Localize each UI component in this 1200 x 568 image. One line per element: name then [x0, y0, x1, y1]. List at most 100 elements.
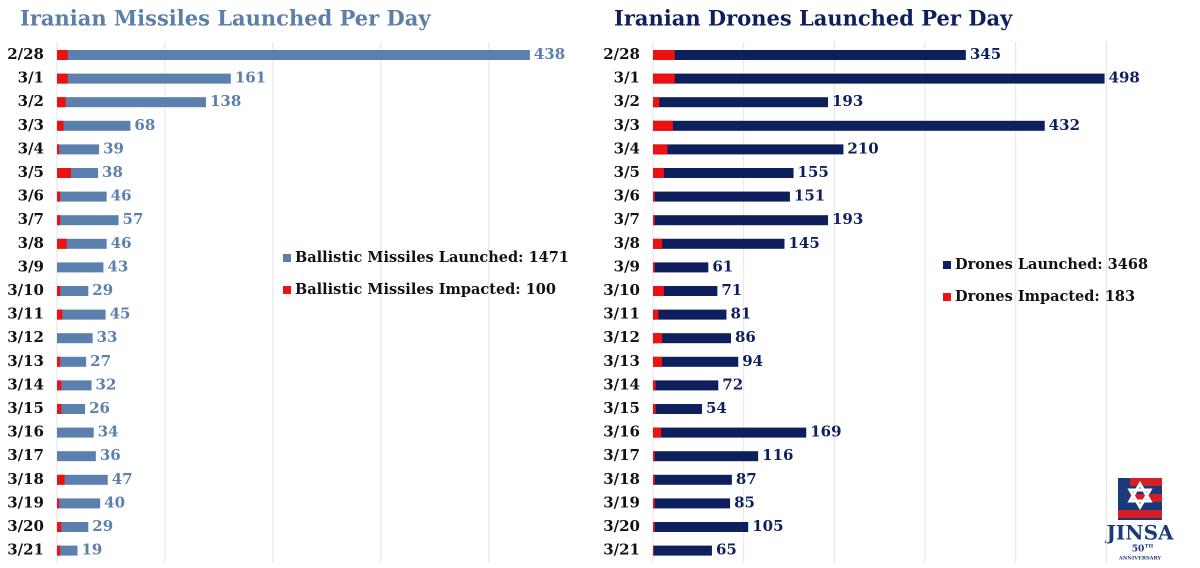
bar [653, 120, 673, 131]
bar [57, 73, 68, 84]
y-tick-label: 3/19 [603, 493, 640, 511]
data-label: 138 [210, 92, 241, 110]
bar [57, 474, 65, 485]
bar [653, 97, 829, 108]
bar [653, 545, 712, 556]
logo-tagline: ANNIVERSARY [1118, 556, 1162, 562]
bar [653, 309, 727, 320]
bar [653, 309, 659, 320]
bar [653, 215, 655, 226]
y-tick-label: 3/7 [18, 210, 44, 228]
legend-label: Drones Launched: 3468 [955, 256, 1148, 273]
bar [653, 168, 794, 178]
data-label: 61 [712, 257, 733, 275]
bar [57, 286, 61, 296]
bar [57, 522, 89, 532]
bar [653, 522, 655, 532]
bar [653, 427, 807, 438]
legend-swatch [943, 293, 951, 301]
bar [653, 191, 655, 202]
data-label: 39 [103, 139, 124, 157]
logo: JINSA 50 TH ANNIVERSARY [1104, 478, 1174, 562]
logo-stripes [1118, 478, 1162, 518]
data-label: 161 [235, 69, 266, 87]
bar [653, 451, 759, 462]
data-label: 145 [788, 234, 819, 252]
bar [57, 474, 108, 485]
data-label: 94 [742, 352, 763, 370]
bar [57, 309, 106, 320]
logo-name: JINSA [1104, 521, 1174, 545]
data-label: 54 [706, 399, 727, 417]
y-tick-label: 3/1 [614, 69, 640, 87]
bar [653, 333, 731, 344]
bar [653, 404, 656, 414]
y-tick-label: 3/12 [603, 328, 640, 346]
data-label: 36 [100, 446, 121, 464]
bar [57, 215, 61, 226]
legend-swatch [283, 286, 291, 294]
bar [653, 50, 675, 60]
bar [57, 97, 206, 108]
bar [57, 191, 107, 202]
logo-star [1127, 481, 1153, 510]
y-tick-label: 3/11 [7, 305, 44, 323]
y-tick-label: 3/17 [7, 446, 44, 464]
y-tick-label: 3/17 [603, 446, 640, 464]
y-tick-label: 3/3 [614, 116, 640, 134]
bar [653, 356, 739, 367]
bar [653, 427, 662, 438]
bar [653, 50, 966, 60]
bar [653, 144, 844, 155]
bar [57, 545, 78, 556]
bar [57, 309, 63, 320]
data-label: 46 [111, 234, 132, 252]
y-tick-label: 3/2 [614, 92, 640, 110]
bar [57, 120, 64, 131]
data-label: 85 [734, 493, 755, 511]
logo-number: 50 [1132, 545, 1145, 555]
data-label: 438 [534, 45, 565, 63]
bar [653, 498, 655, 509]
bar [653, 522, 749, 532]
data-label: 169 [810, 423, 841, 441]
data-label: 210 [847, 139, 878, 157]
bar [653, 498, 731, 509]
y-tick-label: 3/3 [18, 116, 44, 134]
y-tick-label: 3/5 [18, 163, 44, 181]
bar [653, 451, 655, 462]
y-tick-label: 3/19 [7, 493, 44, 511]
bar [653, 215, 829, 226]
y-tick-label: 3/4 [614, 139, 640, 157]
legend-label: Ballistic Missiles Impacted: 100 [295, 281, 556, 298]
bar [57, 404, 86, 414]
bar [653, 238, 663, 249]
bar [653, 168, 664, 178]
data-label: 45 [110, 305, 131, 323]
bar [57, 498, 60, 509]
data-label: 432 [1049, 116, 1080, 134]
data-label: 57 [123, 210, 144, 228]
chart-title: Iranian Drones Launched Per Day [614, 6, 1013, 31]
y-tick-label: 3/9 [18, 257, 44, 275]
bar [653, 144, 668, 155]
bar [57, 238, 67, 249]
bar [57, 73, 231, 84]
bar [653, 191, 790, 202]
y-tick-label: 3/21 [7, 541, 44, 559]
bar [653, 73, 675, 84]
bar [653, 333, 663, 344]
data-label: 43 [107, 257, 128, 275]
y-tick-label: 3/13 [7, 352, 44, 370]
y-tick-label: 3/18 [603, 470, 640, 488]
bar [57, 286, 89, 296]
bar [57, 404, 62, 414]
data-label: 46 [111, 187, 132, 205]
data-label: 29 [92, 281, 113, 299]
y-tick-label: 3/1 [18, 69, 44, 87]
legend-swatch [283, 254, 291, 262]
data-label: 65 [716, 541, 737, 559]
bar [57, 144, 60, 155]
bar [653, 262, 655, 273]
